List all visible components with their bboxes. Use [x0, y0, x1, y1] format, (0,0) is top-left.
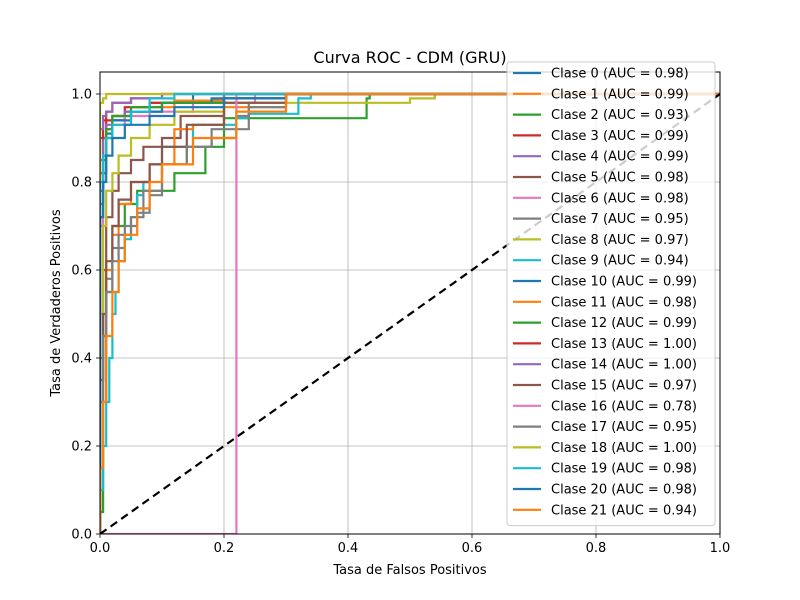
- legend-entry: Clase 7 (AUC = 0.95): [551, 212, 689, 227]
- legend-entry: Clase 9 (AUC = 0.94): [551, 254, 689, 269]
- x-tick-label: 0.8: [586, 541, 607, 556]
- legend-entry: Clase 3 (AUC = 0.99): [551, 129, 689, 144]
- x-tick-label: 0.4: [338, 541, 359, 556]
- x-axis-label: Tasa de Falsos Positivos: [332, 563, 487, 578]
- x-tick-label: 0.0: [90, 541, 111, 556]
- legend-entry: Clase 10 (AUC = 0.99): [551, 275, 697, 290]
- y-axis-label: Tasa de Verdaderos Positivos: [49, 209, 64, 397]
- legend-entry: Clase 4 (AUC = 0.99): [551, 150, 689, 165]
- legend-entry: Clase 13 (AUC = 1.00): [551, 337, 697, 352]
- y-axis-ticks: 0.0 0.2 0.4 0.6 0.8 1.0: [71, 88, 100, 543]
- legend-entry: Clase 17 (AUC = 0.95): [551, 420, 697, 435]
- legend-entry: Clase 20 (AUC = 0.98): [551, 483, 697, 498]
- diagonal-reference-line: [100, 93, 720, 534]
- legend-box: [506, 61, 716, 527]
- chart-title: Curva ROC - CDM (GRU): [313, 48, 506, 67]
- roc-line-clase-21: [100, 92, 720, 534]
- legend-entry: Clase 11 (AUC = 0.98): [551, 295, 697, 310]
- legend-entry: Clase 6 (AUC = 0.98): [551, 191, 689, 206]
- legend-entry: Clase 8 (AUC = 0.97): [551, 233, 689, 248]
- legend-entry: Clase 18 (AUC = 1.00): [551, 441, 697, 456]
- y-tick-label: 0.0: [71, 528, 92, 543]
- legend-entry: Clase 21 (AUC = 0.94): [551, 503, 697, 518]
- y-tick-label: 0.8: [71, 176, 92, 191]
- x-tick-label: 1.0: [710, 541, 731, 556]
- legend-entry: Clase 1 (AUC = 0.99): [551, 87, 689, 102]
- y-tick-label: 0.6: [71, 264, 92, 279]
- x-axis-ticks: 0.0 0.2 0.4 0.6 0.8 1.0: [90, 534, 731, 556]
- x-tick-label: 0.6: [462, 541, 483, 556]
- plot-frame: [99, 71, 721, 535]
- plot-area: [100, 92, 720, 534]
- legend-entry: Clase 15 (AUC = 0.97): [551, 379, 697, 394]
- roc-line-clase-20: [100, 92, 720, 534]
- y-tick-label: 1.0: [71, 88, 92, 103]
- legend-entry: Clase 2 (AUC = 0.93): [551, 108, 689, 123]
- x-tick-label: 0.2: [214, 541, 235, 556]
- y-tick-label: 0.4: [71, 352, 92, 367]
- roc-line-clase-8: [100, 92, 720, 534]
- legend-entry: Clase 16 (AUC = 0.78): [551, 399, 697, 414]
- y-tick-label: 0.2: [71, 440, 92, 455]
- legend: Clase 0 (AUC = 0.98) Clase 1 (AUC = 0.99)…: [506, 61, 716, 527]
- roc-line-clase-18: [100, 92, 720, 534]
- legend-entry: Clase 12 (AUC = 0.99): [551, 316, 697, 331]
- legend-entry: Clase 14 (AUC = 1.00): [551, 358, 697, 373]
- legend-entry: Clase 5 (AUC = 0.98): [551, 171, 689, 186]
- legend-entry: Clase 0 (AUC = 0.98): [551, 67, 689, 82]
- legend-entry: Clase 19 (AUC = 0.98): [551, 462, 697, 477]
